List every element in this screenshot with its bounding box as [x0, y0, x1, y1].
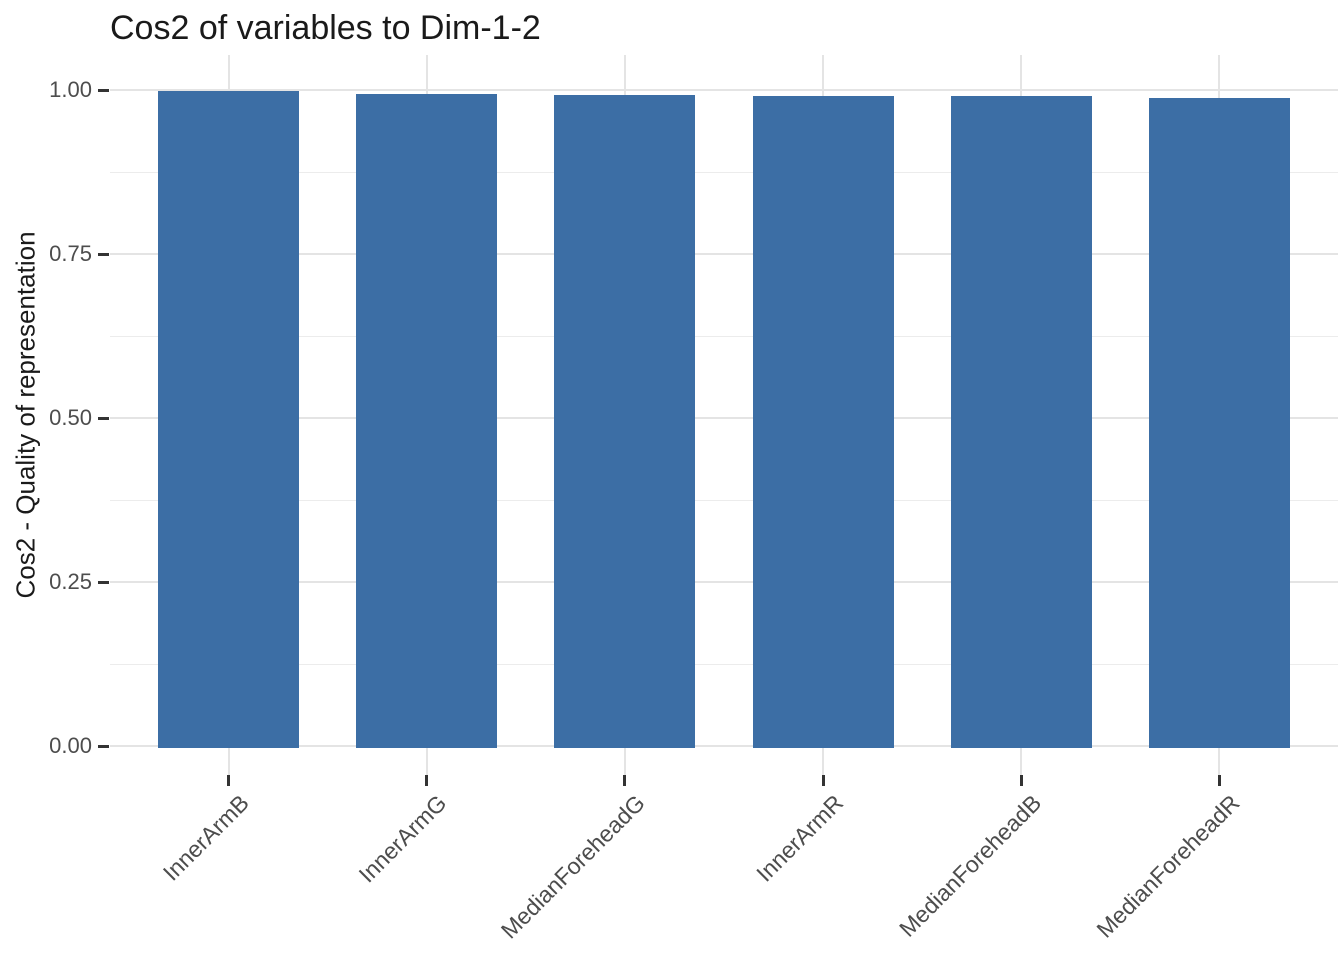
- y-axis-tick: [98, 416, 109, 420]
- major-gridline: [110, 745, 1338, 747]
- y-axis-tick: [98, 745, 109, 748]
- major-gridline: [110, 252, 1338, 255]
- y-axis-tick: [98, 88, 109, 92]
- x-axis-tick: [425, 775, 429, 786]
- y-axis-tick: [98, 580, 109, 584]
- y-tick-label: 0.75: [49, 240, 92, 266]
- y-tick-label: 0.25: [49, 568, 92, 594]
- minor-gridline: [110, 663, 1338, 665]
- bar-MedianForeheadB: [951, 96, 1092, 748]
- x-tick-label: InnerArmR: [751, 789, 849, 887]
- x-tick-label: MedianForeheadG: [495, 789, 650, 944]
- bar-InnerArmB: [158, 91, 299, 748]
- bar-MedianForeheadG: [554, 95, 695, 748]
- x-axis-tick: [623, 775, 627, 786]
- x-tick-label: MedianForeheadR: [1091, 789, 1245, 943]
- y-axis-tick: [98, 252, 109, 256]
- major-gridline: [110, 416, 1338, 419]
- chart-title: Cos2 of variables to Dim-1-2: [110, 9, 541, 47]
- y-tick-label: 1.00: [49, 76, 92, 102]
- bar-MedianForeheadR: [1149, 98, 1290, 748]
- minor-gridline: [110, 335, 1338, 337]
- minor-gridline: [110, 171, 1338, 173]
- bar-InnerArmR: [753, 96, 894, 748]
- bar-InnerArmG: [356, 94, 497, 748]
- major-gridline: [110, 88, 1338, 91]
- minor-gridline: [110, 499, 1338, 501]
- x-tick-label: InnerArmG: [353, 789, 452, 888]
- x-tick-label: MedianForeheadB: [893, 789, 1047, 942]
- major-gridline: [110, 580, 1338, 583]
- x-axis-tick: [1217, 775, 1221, 786]
- plot-panel: [110, 55, 1338, 775]
- x-axis-tick: [1019, 775, 1023, 786]
- y-tick-label: 0.50: [49, 404, 92, 430]
- x-tick-label: InnerArmB: [157, 789, 254, 886]
- x-axis-tick: [227, 775, 231, 786]
- y-tick-label: 0.00: [49, 733, 92, 758]
- x-axis-tick: [821, 775, 825, 786]
